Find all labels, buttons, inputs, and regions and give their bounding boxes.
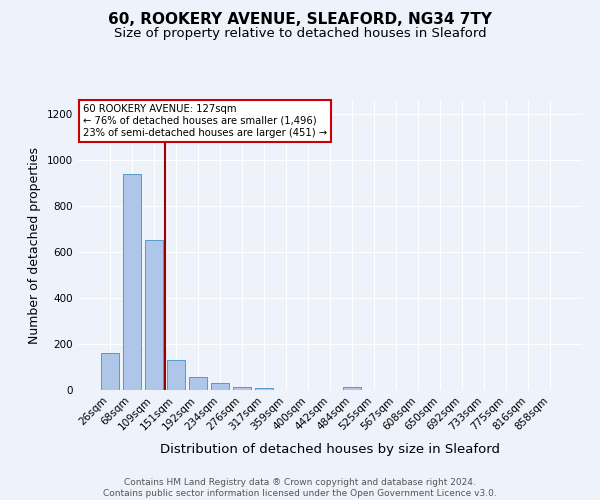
Bar (167, 360, 185, 390)
Bar (343, 387, 361, 390)
Bar (145, 240, 163, 390)
Bar (189, 376, 206, 390)
Text: 60, ROOKERY AVENUE, SLEAFORD, NG34 7TY: 60, ROOKERY AVENUE, SLEAFORD, NG34 7TY (108, 12, 492, 28)
Bar (255, 388, 273, 390)
Text: Size of property relative to detached houses in Sleaford: Size of property relative to detached ho… (113, 28, 487, 40)
Y-axis label: Number of detached properties: Number of detached properties (28, 146, 41, 344)
Bar (233, 386, 251, 390)
Bar (211, 383, 229, 390)
Bar (101, 353, 119, 390)
Bar (123, 174, 140, 390)
Text: 60 ROOKERY AVENUE: 127sqm
← 76% of detached houses are smaller (1,496)
23% of se: 60 ROOKERY AVENUE: 127sqm ← 76% of detac… (83, 104, 327, 138)
Text: Contains HM Land Registry data ® Crown copyright and database right 2024.
Contai: Contains HM Land Registry data ® Crown c… (103, 478, 497, 498)
X-axis label: Distribution of detached houses by size in Sleaford: Distribution of detached houses by size … (160, 443, 500, 456)
